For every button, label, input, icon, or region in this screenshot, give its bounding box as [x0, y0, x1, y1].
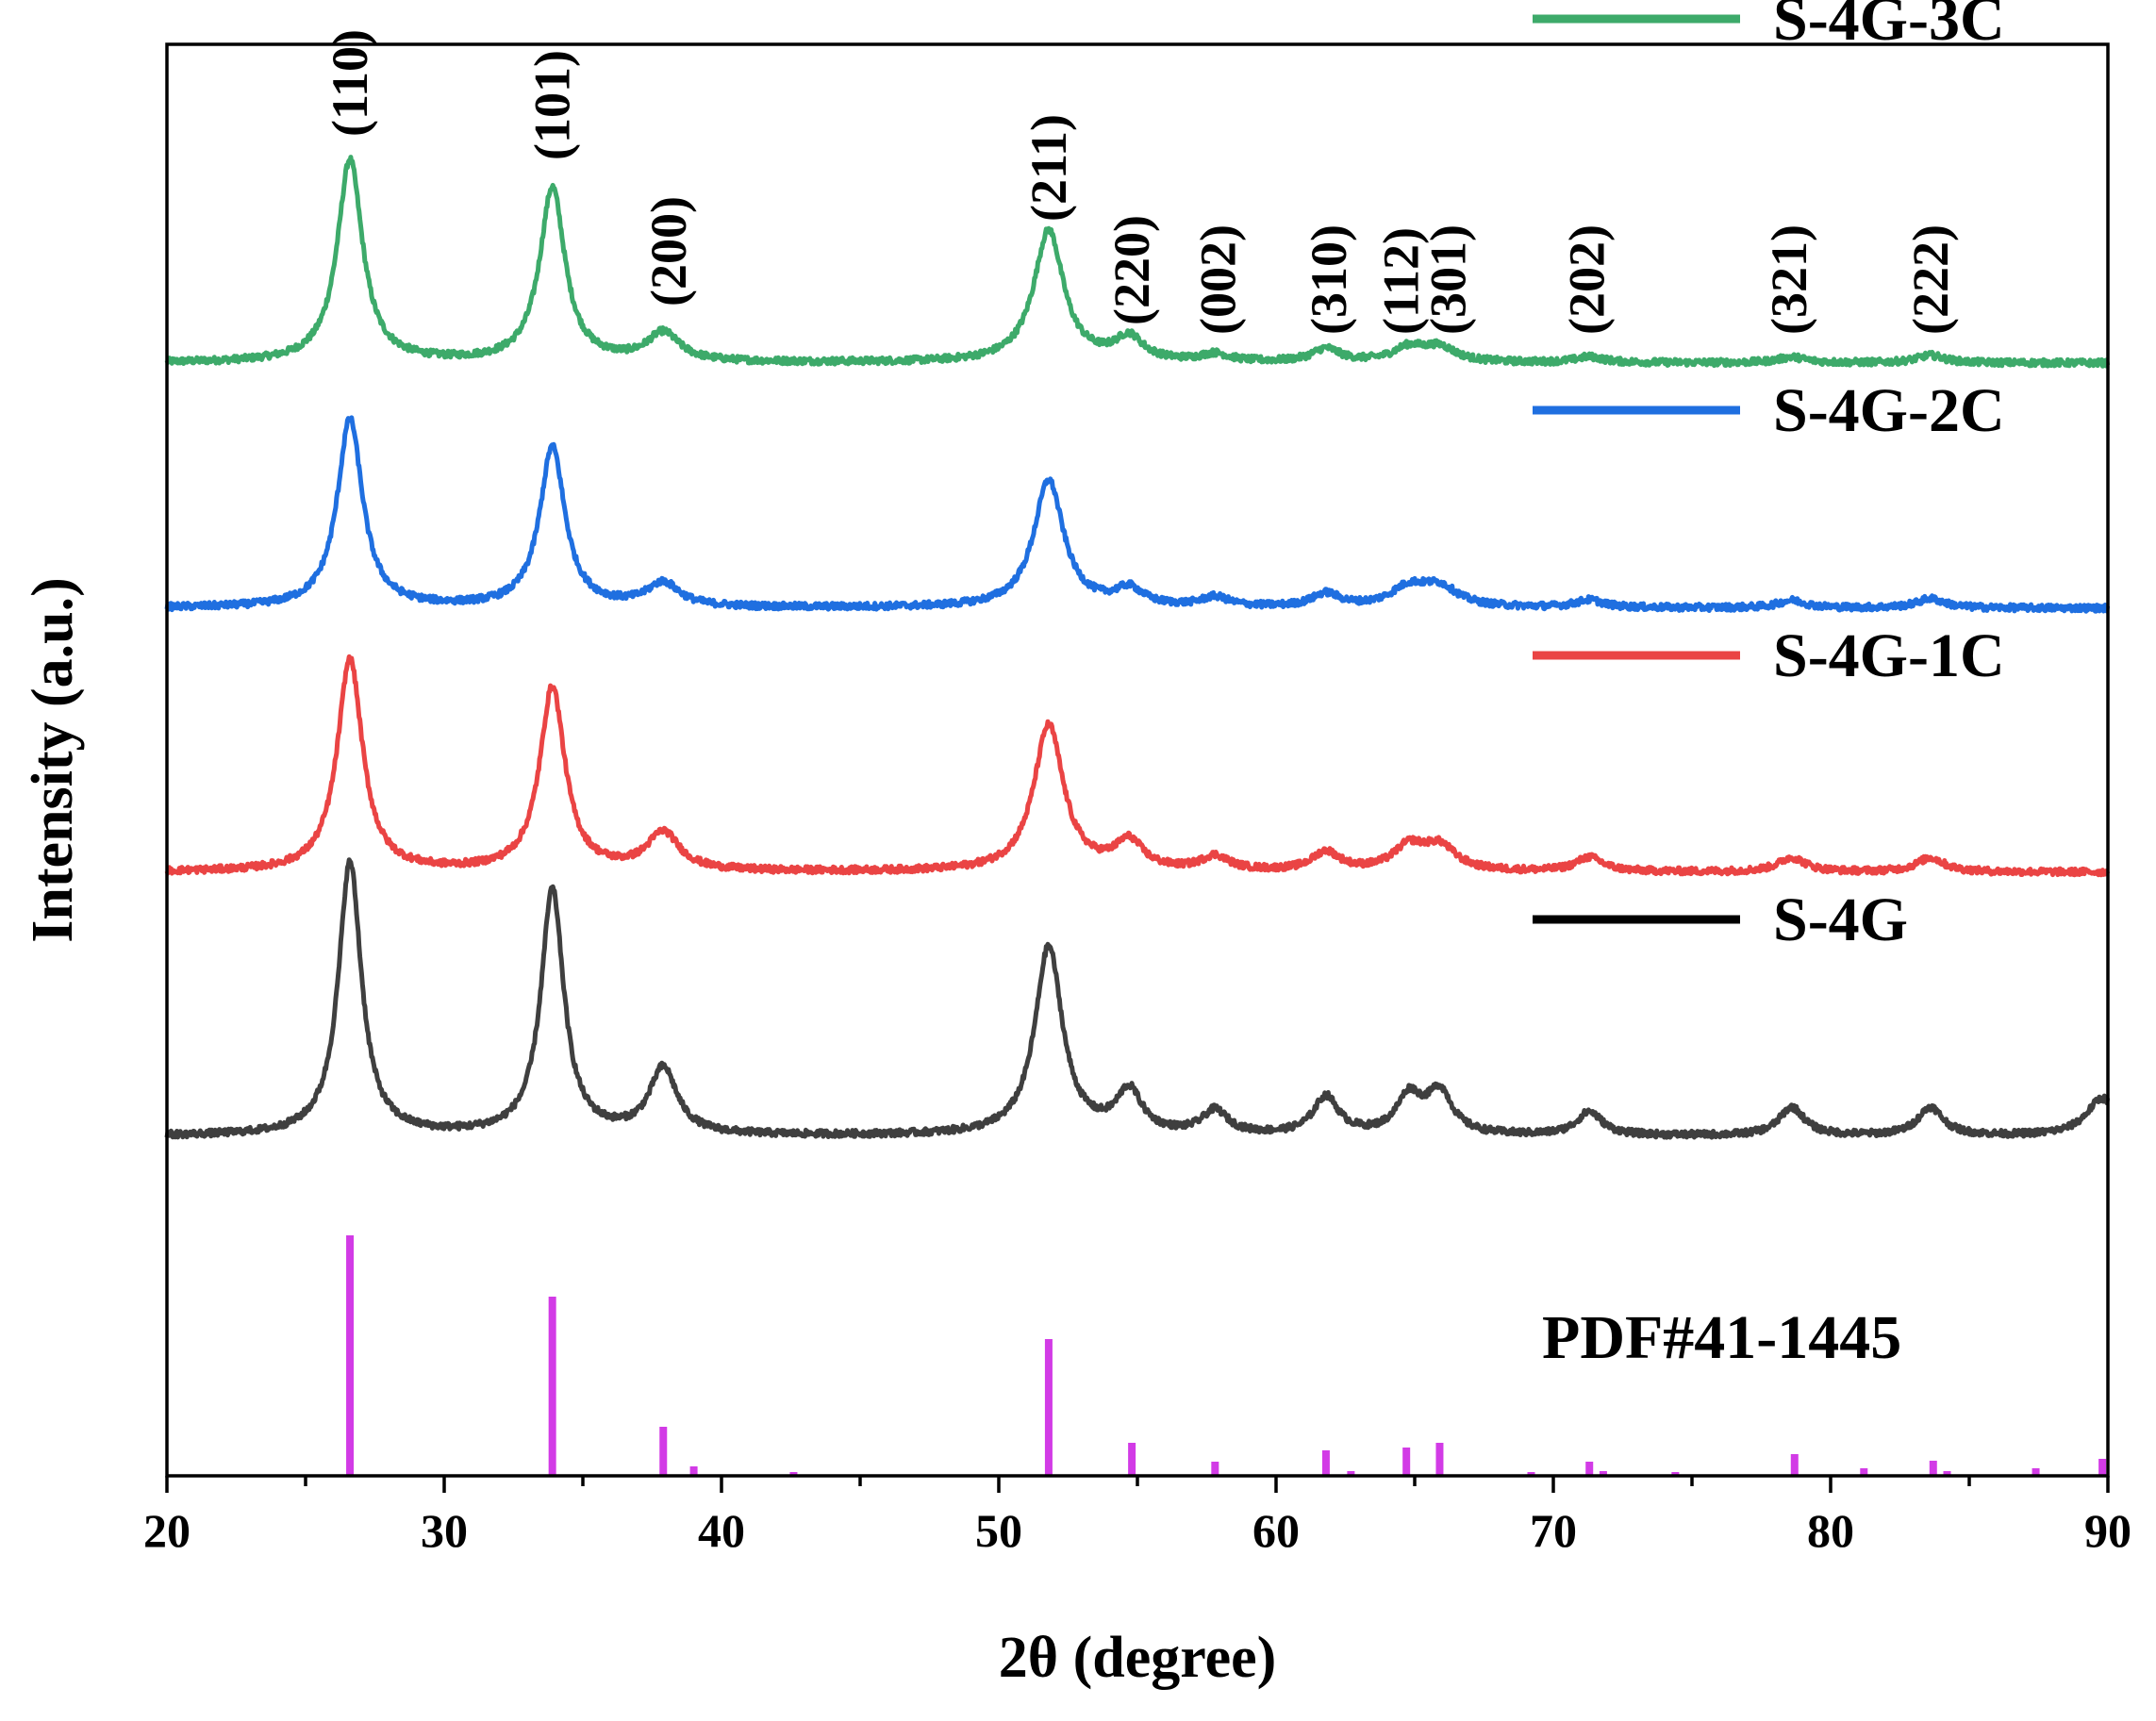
- legend: S-4G-3C S-4G-2C S-4G-1C S-4G: [1533, 0, 2005, 954]
- x-tick-label: 70: [1530, 1504, 1577, 1557]
- series-line-s-4g-1c: [164, 654, 2111, 878]
- reference-label: PDF#41-1445: [1542, 1303, 1901, 1372]
- peak-label: (211): [1020, 114, 1077, 222]
- x-axis-ticks: 20 30 40 50 60 70 80 90: [143, 1476, 2131, 1557]
- x-tick-label: 80: [1807, 1504, 1854, 1557]
- legend-label: S-4G: [1773, 885, 1908, 954]
- x-axis-title: 2θ (degree): [999, 1626, 1277, 1690]
- series-line-s-4g: [164, 857, 2111, 1140]
- peak-labels: (110) (101) (200) (211) (220) (002) (310) (112)…: [322, 29, 1959, 335]
- reference-sticks: [346, 1235, 2107, 1476]
- peak-label: (101): [524, 50, 581, 160]
- x-tick-label: 40: [698, 1504, 745, 1557]
- peak-label: (002): [1189, 224, 1246, 335]
- series-layer: [164, 155, 2111, 1140]
- peak-label: (222): [1902, 224, 1959, 335]
- peak-label: (202): [1558, 224, 1615, 335]
- x-tick-label: 50: [975, 1504, 1022, 1557]
- peak-label: (301): [1419, 224, 1476, 335]
- series-line-s-4g-2c: [164, 415, 2111, 614]
- legend-label: S-4G-2C: [1773, 376, 2005, 445]
- x-tick-label: 60: [1252, 1504, 1300, 1557]
- x-tick-label: 90: [2084, 1504, 2131, 1557]
- x-tick-label: 30: [421, 1504, 468, 1557]
- peak-label: (200): [640, 196, 697, 306]
- legend-label: S-4G-3C: [1773, 0, 2005, 54]
- y-axis-title: Intensity (a.u.): [21, 577, 85, 943]
- x-tick-label: 20: [143, 1504, 191, 1557]
- peak-label: (110): [322, 29, 378, 137]
- legend-label: S-4G-1C: [1773, 621, 2005, 690]
- peak-label: (220): [1103, 215, 1160, 325]
- peak-label: (321): [1761, 224, 1817, 335]
- peak-label: (112): [1372, 227, 1429, 335]
- series-line-s-4g-3c: [164, 155, 2111, 369]
- peak-label: (310): [1301, 224, 1357, 335]
